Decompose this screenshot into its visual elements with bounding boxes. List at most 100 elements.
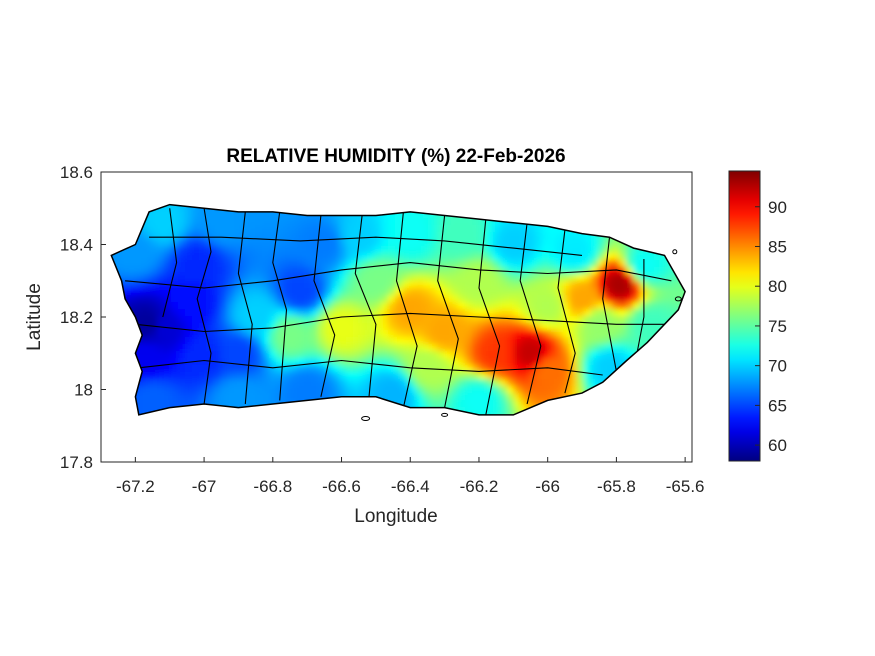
- heat-cell: [675, 260, 683, 268]
- heat-cell: [472, 204, 480, 212]
- heat-cell: [325, 274, 333, 282]
- heat-cell: [115, 330, 123, 338]
- islet: [441, 412, 449, 417]
- heat-cell: [157, 379, 165, 387]
- heat-cell: [178, 337, 186, 345]
- heat-cell: [570, 407, 578, 415]
- heat-cell: [374, 246, 382, 254]
- heat-cell: [367, 274, 375, 282]
- heat-cell: [185, 400, 193, 408]
- heat-cell: [143, 379, 151, 387]
- heat-cell: [353, 414, 361, 415]
- heat-cell: [227, 372, 235, 380]
- heat-cell: [521, 428, 529, 436]
- heat-cell: [248, 330, 256, 338]
- heat-cell: [269, 344, 277, 352]
- heat-cell: [423, 337, 431, 345]
- heat-cell: [213, 344, 221, 352]
- heat-cell: [598, 274, 606, 282]
- heat-cell: [423, 288, 431, 296]
- heat-cell: [297, 323, 305, 331]
- heat-cell: [542, 211, 550, 219]
- heat-cell: [668, 386, 676, 394]
- heat-cell: [101, 351, 109, 359]
- heat-cell: [353, 400, 361, 408]
- heat-cell: [290, 274, 298, 282]
- heat-cell: [185, 288, 193, 296]
- heat-cell: [213, 365, 221, 373]
- heat-cell: [598, 407, 606, 415]
- heat-cell: [668, 204, 676, 212]
- heat-cell: [584, 239, 592, 247]
- heat-cell: [339, 421, 347, 429]
- heat-cell: [535, 302, 543, 310]
- heat-cell: [535, 281, 543, 289]
- heat-cell: [598, 204, 606, 205]
- heat-cell: [563, 295, 571, 303]
- heat-cell: [451, 295, 459, 303]
- heat-cell: [500, 428, 508, 436]
- heat-cell: [626, 225, 634, 233]
- heat-cell: [472, 295, 480, 303]
- heat-cell: [374, 379, 382, 387]
- heat-cell: [360, 302, 368, 310]
- heat-cell: [353, 288, 361, 296]
- heat-cell: [339, 358, 347, 366]
- heat-cell: [241, 344, 249, 352]
- heat-cell: [290, 309, 298, 317]
- heat-cell: [430, 253, 438, 261]
- heat-cell: [220, 274, 228, 282]
- heat-cell: [111, 288, 116, 296]
- heat-cell: [528, 267, 536, 275]
- heat-cell: [437, 372, 445, 380]
- heat-cell: [556, 337, 564, 345]
- heat-cell: [430, 232, 438, 240]
- heat-cell: [290, 323, 298, 331]
- heat-cell: [605, 302, 613, 310]
- heat-cell: [535, 379, 543, 387]
- heat-cell: [388, 190, 396, 198]
- heat-cell: [143, 414, 151, 415]
- heat-cell: [290, 379, 298, 387]
- heat-cell: [570, 302, 578, 310]
- heat-cell: [143, 365, 151, 373]
- heat-cell: [402, 288, 410, 296]
- heat-cell: [339, 351, 347, 359]
- heat-cell: [297, 204, 305, 212]
- colorbar: [728, 170, 761, 462]
- heat-cell: [150, 232, 158, 240]
- heat-cell: [619, 428, 627, 436]
- heat-cell: [111, 393, 116, 401]
- heat-cell: [507, 330, 515, 338]
- heat-cell: [304, 316, 312, 324]
- heat-cell: [206, 267, 214, 275]
- heat-cell: [262, 414, 270, 415]
- heat-cell: [164, 295, 172, 303]
- heat-cell: [528, 211, 536, 219]
- heat-cell: [367, 288, 375, 296]
- heat-cell: [290, 407, 298, 415]
- heat-cell: [346, 386, 354, 394]
- heat-cell: [283, 239, 291, 247]
- heat-cell: [157, 414, 165, 415]
- heat-cell: [318, 281, 326, 289]
- heat-cell: [535, 421, 543, 429]
- heat-cell: [381, 344, 389, 352]
- heat-cell: [311, 330, 319, 338]
- heat-cell: [430, 358, 438, 366]
- heat-cell: [612, 351, 620, 359]
- heat-cell: [423, 218, 431, 226]
- heat-cell: [234, 274, 242, 282]
- heat-cell: [395, 344, 403, 352]
- heat-cell: [325, 337, 333, 345]
- heat-cell: [535, 190, 543, 198]
- heat-cell: [227, 428, 235, 436]
- heat-cell: [521, 400, 529, 408]
- heat-cell: [318, 246, 326, 254]
- heat-cell: [283, 330, 291, 338]
- heat-cell: [451, 211, 459, 219]
- heat-cell: [227, 295, 235, 303]
- heat-cell: [395, 211, 403, 219]
- heat-cell: [241, 246, 249, 254]
- heat-cell: [171, 204, 179, 212]
